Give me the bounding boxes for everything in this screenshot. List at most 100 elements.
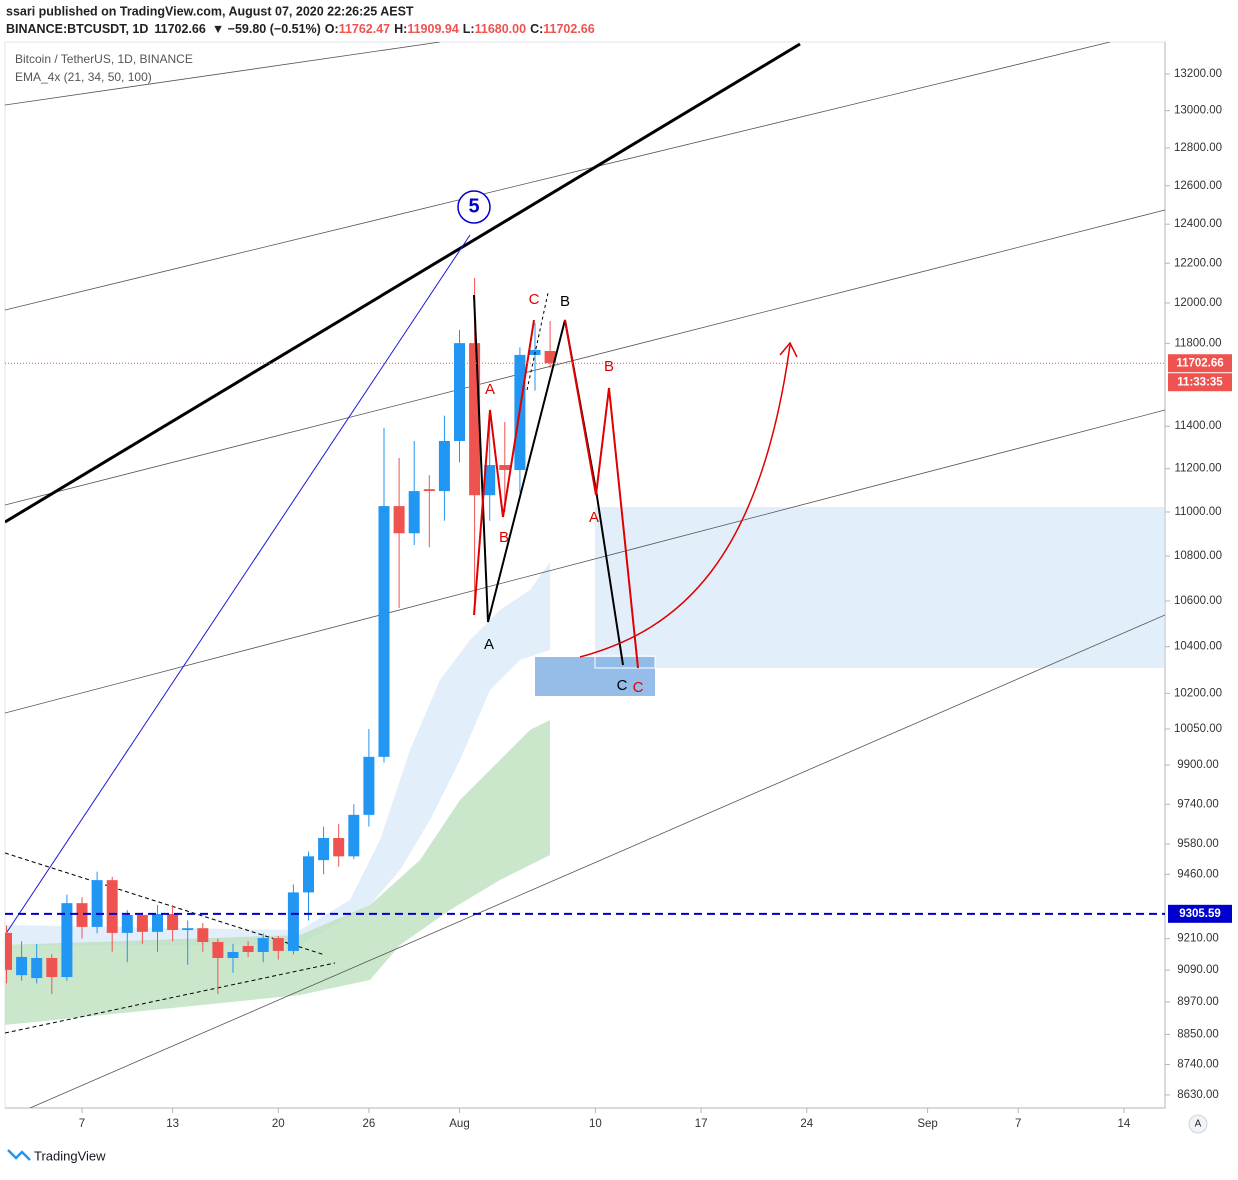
candle-body: [378, 506, 390, 757]
candle-body: [16, 956, 28, 976]
candle-body: [408, 491, 420, 534]
candle-body: [544, 350, 556, 364]
price-badge: [1168, 354, 1232, 373]
cloud-blue: [5, 562, 550, 945]
candle-body: [61, 903, 73, 978]
byline: ssari published on TradingView.com, Augu…: [6, 4, 414, 18]
auto-scale-label[interactable]: A: [1195, 1119, 1202, 1130]
candle-body: [242, 945, 254, 952]
candle-body: [393, 506, 405, 534]
y-tick-label: 11400.00: [1174, 420, 1221, 432]
y-tick-label: 9740.00: [1177, 798, 1219, 810]
last: 11702.66: [154, 22, 205, 36]
y-tick-label: 12400.00: [1174, 218, 1222, 230]
indicator-label: EMA_4x (21, 34, 50, 100): [15, 70, 152, 84]
wave-label: A: [589, 509, 599, 526]
candle-body: [348, 814, 360, 857]
wave-label: A: [484, 636, 494, 653]
y-tick-label: 11000.00: [1174, 506, 1221, 518]
quote: BINANCE:BTCUSDT, 1D 11702.66 ▼ −59.80 (−0.…: [6, 22, 595, 36]
candle-body: [5, 932, 12, 970]
price-badge: [1168, 904, 1232, 923]
ohlc-value: 11702.66: [543, 22, 594, 36]
y-tick-label: 11800.00: [1174, 337, 1221, 349]
x-tick-label: Sep: [917, 1118, 937, 1130]
candle-body: [423, 489, 435, 492]
x-tick-label: 17: [695, 1118, 708, 1130]
candle-body: [197, 928, 209, 943]
y-tick-label: 11200.00: [1174, 463, 1221, 475]
wave-label: B: [499, 529, 509, 546]
drawings: [5, 42, 1165, 1108]
candle-body: [333, 837, 345, 857]
change: ▼ −59.80 (−0.51%): [212, 22, 321, 36]
countdown-badge: [1168, 373, 1232, 392]
wave-label: C: [617, 677, 628, 694]
channel-lines: [5, 42, 1165, 1108]
y-tick-label: 12200.00: [1174, 257, 1222, 269]
y-tick-label: 12800.00: [1174, 142, 1222, 154]
x-tick-label: 13: [166, 1118, 179, 1130]
candle-body: [287, 892, 299, 951]
candle-body: [318, 837, 330, 861]
support-box-inner: [594, 655, 656, 669]
y-tick-label: 8850.00: [1177, 1028, 1219, 1040]
wave-label: A: [485, 381, 495, 398]
wave-label: C: [529, 291, 540, 308]
trend-line: [5, 42, 801, 524]
y-tick-label: 8740.00: [1177, 1058, 1219, 1070]
candle-body: [303, 856, 314, 893]
candle-body: [121, 915, 133, 933]
candle-body: [257, 938, 269, 952]
chart-title: Bitcoin / TetherUS, 1D, BINANCE: [15, 52, 193, 66]
red-zigzag: [564, 319, 639, 669]
y-tick-label: 12000.00: [1174, 297, 1222, 309]
y-tick-label: 10600.00: [1174, 595, 1222, 607]
y-tick-label: 13200.00: [1174, 68, 1222, 80]
candle-body: [469, 343, 481, 496]
projection-arrow: [779, 341, 798, 358]
candle-body: [272, 938, 284, 951]
candle-body: [182, 928, 194, 931]
y-tick-label: 9460.00: [1177, 868, 1219, 880]
candle-body: [31, 958, 43, 979]
y-tick-label: 13000.00: [1174, 105, 1222, 117]
x-tick-label: 14: [1118, 1118, 1131, 1130]
y-tick-label: 10800.00: [1174, 550, 1222, 562]
triangle-line: [5, 962, 336, 1034]
candle-body: [106, 880, 118, 933]
x-tick-label: 26: [363, 1118, 376, 1130]
ohlc-label: L:: [463, 22, 475, 36]
channel-line: [5, 42, 441, 106]
candle-body: [227, 951, 239, 959]
ohlc-value: 11909.94: [407, 22, 458, 36]
ohlc-label: C:: [530, 22, 543, 36]
y-tick-label: 9580.00: [1177, 838, 1219, 850]
brand: TradingView: [34, 1148, 106, 1163]
auto-scale-button[interactable]: [1188, 1114, 1208, 1134]
channel-line: [29, 614, 1165, 1108]
x-tick-label: Aug: [449, 1118, 469, 1130]
wave-label: 5: [468, 195, 479, 217]
y-tick-label: 10200.00: [1174, 687, 1222, 699]
wave-label: B: [560, 293, 570, 310]
y-tick-label: 8630.00: [1177, 1089, 1219, 1101]
wave-line: [5, 234, 471, 936]
cloud-green: [5, 720, 550, 1025]
candle-body: [152, 913, 163, 932]
dashed-wave: [526, 292, 549, 391]
countdown-label: 11:33:35: [1177, 376, 1223, 388]
target-zone: [595, 507, 1165, 668]
x-tick-label: 7: [1015, 1118, 1021, 1130]
candle-body: [363, 756, 375, 815]
wave-label: C: [633, 679, 644, 696]
candle-body: [136, 915, 148, 932]
symbol: BINANCE:BTCUSDT, 1D: [6, 22, 148, 36]
x-tick-label: 7: [79, 1118, 85, 1130]
y-tick-label: 8970.00: [1177, 996, 1219, 1008]
candle-body: [484, 465, 496, 496]
tradingview-logo: TradingView: [7, 1148, 106, 1163]
x-tick-label: 20: [272, 1118, 285, 1130]
projection-curve: [579, 344, 791, 658]
